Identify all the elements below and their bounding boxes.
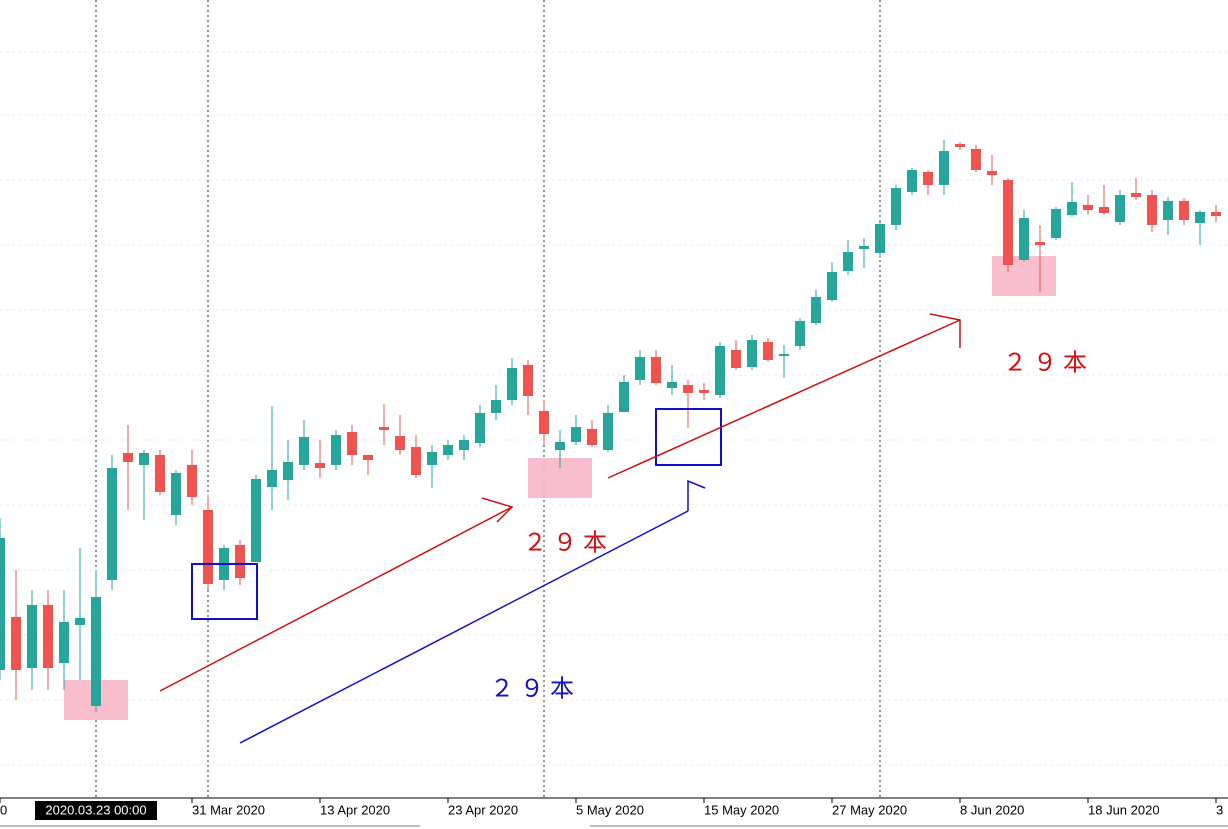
candle-body (923, 172, 933, 185)
grid (0, 51, 1228, 766)
candle-body (107, 468, 117, 580)
candle-body (187, 465, 197, 497)
candle-body (491, 400, 501, 413)
candle-body (235, 545, 245, 578)
candle-body (123, 453, 133, 462)
candles (0, 140, 1221, 712)
x-tick-label: 18 Jun 2020 (1088, 802, 1160, 817)
candle-body (795, 321, 805, 346)
candle-body (379, 427, 389, 430)
candle-body (43, 605, 53, 668)
candle-body (539, 411, 549, 434)
x-tick-label: 23 Apr 2020 (448, 802, 518, 817)
crosshair-box (35, 801, 157, 820)
candle-body (1051, 209, 1061, 238)
candle-body (763, 342, 773, 360)
candle-body (971, 149, 981, 170)
candle-body (443, 445, 453, 455)
x-tick-label: 15 May 2020 (704, 802, 779, 817)
candle-body (427, 452, 437, 465)
x-tick-label: 13 Apr 2020 (320, 802, 390, 817)
candle-body (1019, 218, 1029, 260)
candle-body (619, 382, 629, 412)
candle-body (507, 368, 517, 400)
candle-body (843, 252, 853, 271)
candle-body (395, 436, 405, 450)
candle-body (779, 354, 789, 356)
candle-body (27, 605, 37, 668)
highlights (64, 256, 1056, 720)
candle-body (203, 510, 213, 584)
candle-body (331, 435, 341, 465)
candle-body (523, 365, 533, 396)
candle-body (907, 170, 917, 192)
candle-body (75, 618, 85, 625)
candle-body (1083, 205, 1093, 210)
candle-body (635, 357, 645, 380)
x-tick-label: 0 (0, 802, 7, 817)
candle-body (1179, 201, 1189, 220)
candle-body (91, 597, 101, 706)
candle-body (1067, 202, 1077, 215)
candle-body (859, 246, 869, 249)
candle-body (267, 470, 277, 487)
candle-body (59, 622, 69, 663)
annotation: ２９本 (523, 529, 613, 556)
candle-body (683, 385, 693, 393)
candle-body (747, 340, 757, 367)
candle-body (1115, 195, 1125, 222)
x-tick-label: 5 May 2020 (576, 802, 644, 817)
x-tick-label: 31 Mar 2020 (192, 802, 265, 817)
arrows (159, 313, 961, 744)
candle-body (587, 429, 597, 445)
candle-body (1147, 195, 1157, 225)
candle-body (555, 442, 565, 450)
candle-body (251, 479, 261, 562)
candle-body (571, 427, 581, 442)
candle-body (1099, 207, 1109, 213)
candle-body (667, 382, 677, 388)
candle-body (0, 538, 5, 670)
candle-body (155, 455, 165, 492)
candle-body (1131, 193, 1141, 197)
crosshair-label: 2020.03.23 00:00 (45, 802, 146, 817)
period-separators (95, 0, 881, 798)
candle-body (299, 437, 309, 465)
candle-body (1003, 180, 1013, 265)
candle-body (411, 447, 421, 475)
candle-body (987, 171, 997, 175)
candle-body (475, 413, 485, 443)
candle-body (347, 432, 357, 455)
candle-body (139, 453, 149, 465)
boxes (191, 408, 722, 620)
candle-body (955, 144, 965, 147)
candle-body (939, 151, 949, 185)
candle-body (603, 413, 613, 450)
x-axis-labels: 0 31 Mar 2020 13 Apr 2020 23 Apr 2020 5 May … (0, 798, 1223, 817)
x-tick-label: 3 (1216, 802, 1223, 817)
candle-body (715, 346, 725, 395)
candle-body (1035, 242, 1045, 245)
candle-body (459, 440, 469, 450)
x-tick-label: 27 May 2020 (832, 802, 907, 817)
candle-body (699, 390, 709, 393)
candle-body (11, 617, 21, 670)
candle-body (891, 188, 901, 225)
candle-body (283, 462, 293, 480)
candle-body (827, 272, 837, 300)
x-tick-label: 8 Jun 2020 (960, 802, 1024, 817)
candle-body (811, 297, 821, 323)
candle-body (315, 463, 325, 468)
annotation: ２９本 (490, 675, 580, 702)
candle-body (1195, 212, 1205, 223)
candle-body (875, 224, 885, 253)
annotation: ２９本 (1003, 349, 1093, 376)
candle-body (1163, 201, 1173, 220)
candle-body (651, 357, 661, 383)
candle-body (1211, 212, 1221, 216)
candle-body (363, 455, 373, 460)
candle-body (171, 473, 181, 515)
candle-body (731, 350, 741, 368)
